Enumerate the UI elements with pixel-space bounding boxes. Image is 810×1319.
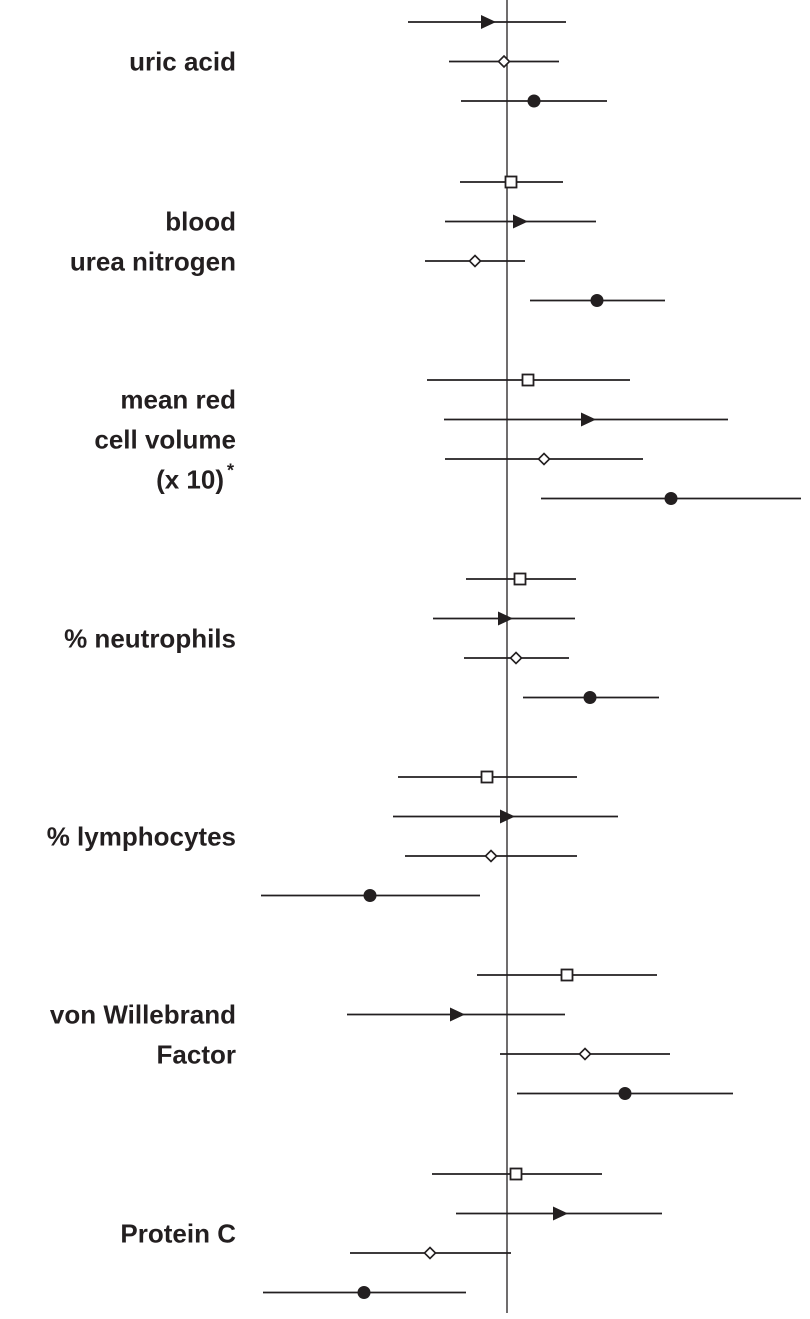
estimate-triangle-marker xyxy=(581,412,596,427)
estimate-triangle-marker xyxy=(481,15,496,29)
estimate-circle-marker xyxy=(583,691,597,704)
group-1 xyxy=(425,175,665,307)
estimate-square-marker xyxy=(504,175,518,189)
estimate-diamond-marker xyxy=(537,452,551,466)
estimate-triangle-marker xyxy=(553,1206,568,1221)
estimate-circle-marker xyxy=(363,889,377,902)
estimate-diamond-marker xyxy=(509,651,523,665)
group-5 xyxy=(347,968,733,1100)
group-label-line: blood xyxy=(165,206,236,236)
group-2 xyxy=(427,373,801,505)
estimate-triangle-marker xyxy=(450,1007,465,1022)
estimate-circle-marker xyxy=(590,294,604,307)
estimate-circle-marker xyxy=(618,1087,632,1100)
group-label-line: cell volume xyxy=(94,424,236,454)
estimate-square-marker xyxy=(509,1167,523,1181)
estimate-diamond-marker xyxy=(578,1047,592,1061)
group-0 xyxy=(408,15,607,108)
group-label-line: % neutrophils xyxy=(64,623,236,653)
group-labels: uric acid blood urea nitrogen mean red cell … xyxy=(47,47,237,1249)
group-label-line: % lymphocytes xyxy=(47,821,236,851)
interval-rows xyxy=(261,15,801,1299)
group-label-line: mean red xyxy=(120,384,236,414)
group-label-line: Factor xyxy=(157,1039,236,1069)
estimate-diamond-marker xyxy=(497,54,511,69)
estimate-square-marker xyxy=(560,968,574,982)
estimate-circle-marker xyxy=(357,1286,371,1299)
estimate-circle-marker xyxy=(527,94,541,108)
estimate-diamond-marker xyxy=(484,849,498,863)
group-label-line: uric acid xyxy=(129,47,236,77)
estimate-triangle-marker xyxy=(498,611,513,626)
estimate-triangle-marker xyxy=(513,214,528,229)
group-6 xyxy=(263,1167,662,1299)
group-label-line: Protein C xyxy=(120,1218,236,1248)
estimate-diamond-marker xyxy=(468,254,482,268)
group-label-line: von Willebrand xyxy=(50,999,236,1029)
group-3 xyxy=(433,572,659,704)
estimate-circle-marker xyxy=(664,492,678,505)
estimate-square-marker xyxy=(513,572,527,586)
estimate-square-marker xyxy=(480,770,494,784)
estimate-square-marker xyxy=(521,373,535,387)
group-4 xyxy=(261,770,618,902)
group-label-line: urea nitrogen xyxy=(70,246,236,276)
estimate-diamond-marker xyxy=(423,1246,437,1260)
estimate-triangle-marker xyxy=(500,809,515,824)
group-label-line: (x 10) xyxy=(156,464,224,494)
group-label-superscript: * xyxy=(227,460,234,480)
